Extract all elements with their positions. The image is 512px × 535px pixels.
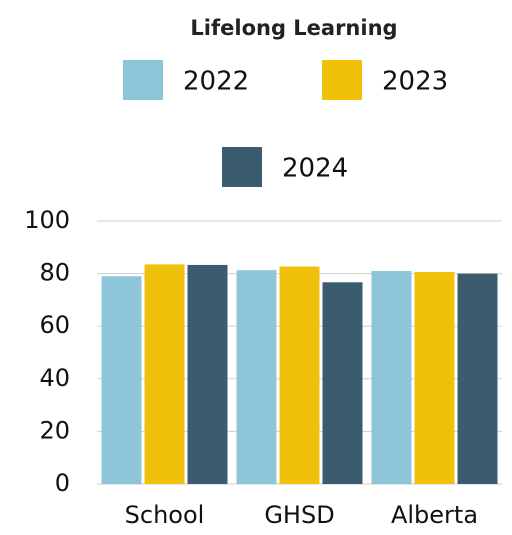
bar bbox=[414, 272, 455, 484]
x-tick-label: GHSD bbox=[264, 501, 334, 529]
y-tick-label: 60 bbox=[39, 311, 70, 339]
x-tick-label: School bbox=[125, 501, 205, 529]
y-tick-label: 80 bbox=[39, 259, 70, 287]
y-tick-label: 40 bbox=[39, 364, 70, 392]
bar bbox=[144, 264, 185, 484]
y-tick-label: 0 bbox=[55, 469, 70, 497]
legend-swatch bbox=[322, 60, 362, 100]
legend-label: 2024 bbox=[282, 154, 348, 184]
bar bbox=[187, 264, 228, 484]
legend-label: 2023 bbox=[382, 67, 448, 97]
y-tick-label: 20 bbox=[39, 416, 70, 444]
bar bbox=[279, 266, 320, 484]
chart-title: Lifelong Learning bbox=[190, 16, 397, 40]
bar bbox=[236, 270, 277, 484]
x-tick-label: Alberta bbox=[391, 501, 478, 529]
bar bbox=[457, 273, 498, 484]
bar bbox=[101, 276, 142, 484]
y-tick-label: 100 bbox=[24, 206, 70, 234]
legend-swatch bbox=[222, 147, 262, 187]
bar bbox=[322, 282, 363, 484]
bar bbox=[371, 270, 412, 484]
legend-swatch bbox=[123, 60, 163, 100]
legend-label: 2022 bbox=[183, 67, 249, 97]
